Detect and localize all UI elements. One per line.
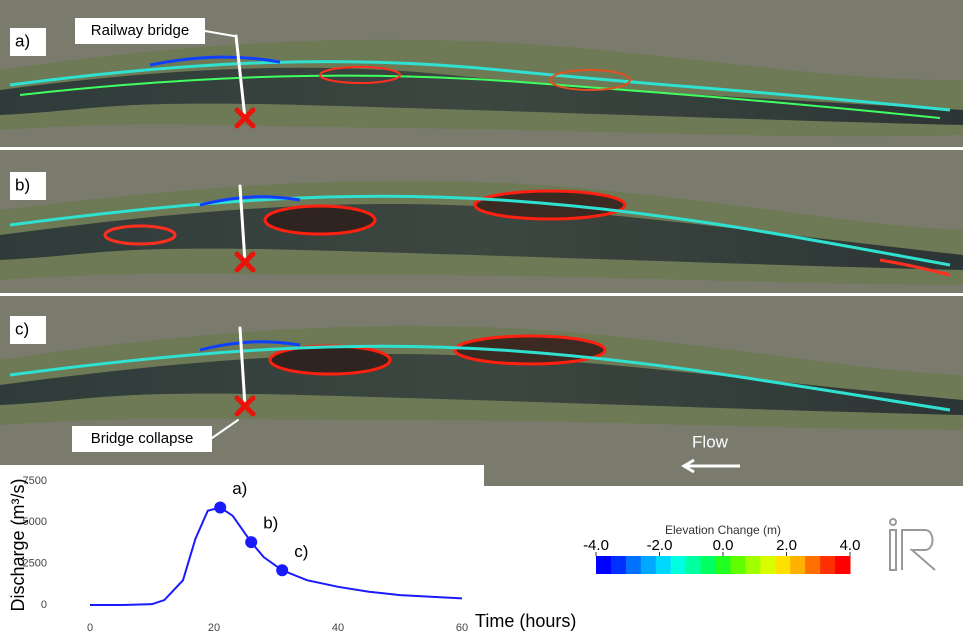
annotation-point: [276, 564, 288, 576]
y-axis-title: Discharge (m³/s): [8, 478, 28, 611]
x-axis-title: Time (hours): [475, 611, 576, 631]
colorbar-tick-label: 0.0: [713, 537, 734, 554]
colorbar-swatch: [686, 556, 701, 574]
colorbar-swatch: [611, 556, 626, 574]
colorbar-swatch: [760, 556, 775, 574]
flow-label: Flow: [692, 432, 729, 451]
annotation-point: [245, 536, 257, 548]
colorbar-swatch: [716, 556, 731, 574]
callout: Railway bridge: [91, 22, 189, 39]
y-tick-label: 0: [41, 599, 47, 611]
annotation-label: b): [263, 514, 278, 533]
map-panel: [0, 296, 963, 486]
colorbar-swatch: [656, 556, 671, 574]
colorbar-swatch: [730, 556, 745, 574]
annotation-point: [214, 501, 226, 513]
colorbar-swatch: [805, 556, 820, 574]
annotation-label: c): [294, 542, 308, 561]
x-tick-label: 0: [87, 622, 93, 634]
colorbar-tick-label: 2.0: [776, 537, 797, 554]
colorbar-swatch: [775, 556, 790, 574]
colorbar-swatch: [790, 556, 805, 574]
x-tick-label: 60: [456, 622, 468, 634]
colorbar-title: Elevation Change (m): [665, 523, 781, 537]
panel-label: b): [15, 175, 30, 194]
colorbar-swatch: [596, 556, 611, 574]
colorbar-tick-label: -4.0: [583, 537, 609, 554]
figure: a) b) c) Railway bridge Bridge collapse …: [0, 0, 963, 637]
colorbar-swatch: [671, 556, 686, 574]
colorbar-swatch: [820, 556, 835, 574]
annotation-label: a): [232, 479, 247, 498]
map-panels: [0, 0, 963, 637]
x-tick-label: 20: [208, 622, 220, 634]
colorbar-tick-label: 4.0: [840, 537, 861, 554]
x-tick-label: 40: [332, 622, 344, 634]
panel-label: c): [15, 319, 29, 338]
colorbar-swatch: [701, 556, 716, 574]
map-panel: [0, 150, 963, 293]
colorbar-swatch: [835, 556, 850, 574]
callout: Bridge collapse: [91, 430, 194, 447]
colorbar-tick-label: -2.0: [647, 537, 673, 554]
colorbar-swatch: [745, 556, 760, 574]
colorbar-swatch: [641, 556, 656, 574]
panel-label: a): [15, 31, 30, 50]
colorbar-swatch: [626, 556, 641, 574]
